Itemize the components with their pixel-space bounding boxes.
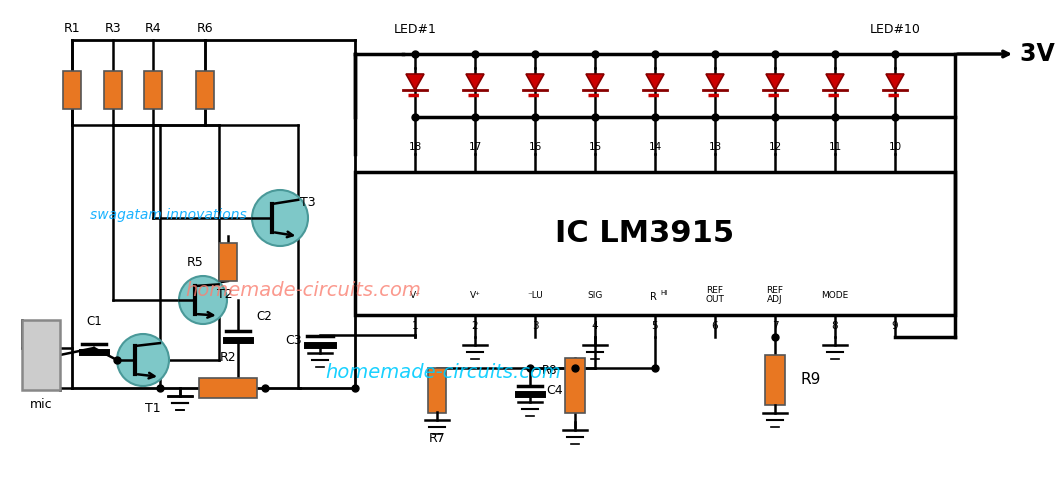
Text: 3: 3 (532, 321, 538, 331)
Text: 18: 18 (408, 142, 422, 152)
FancyBboxPatch shape (63, 71, 81, 109)
Text: 13: 13 (708, 142, 722, 152)
FancyBboxPatch shape (199, 378, 257, 398)
Text: LED#1: LED#1 (393, 23, 437, 36)
Polygon shape (826, 74, 844, 90)
Text: 17: 17 (469, 142, 481, 152)
Text: 16: 16 (528, 142, 542, 152)
Polygon shape (406, 74, 424, 90)
Text: 8: 8 (832, 321, 838, 331)
Text: C4: C4 (546, 383, 563, 397)
Circle shape (179, 276, 227, 324)
Text: R3: R3 (105, 22, 121, 35)
Text: R6: R6 (197, 22, 213, 35)
Text: LED#10: LED#10 (869, 23, 920, 36)
Text: 9: 9 (891, 321, 898, 331)
Text: 12: 12 (768, 142, 781, 152)
Text: C2: C2 (257, 310, 271, 324)
Polygon shape (766, 74, 784, 90)
Text: T1: T1 (145, 402, 161, 415)
FancyBboxPatch shape (428, 368, 446, 412)
Text: 11: 11 (828, 142, 842, 152)
Text: V⁺: V⁺ (470, 290, 480, 300)
Text: R2: R2 (219, 351, 236, 364)
Text: homemade-circuits.com: homemade-circuits.com (325, 364, 561, 382)
Text: R5: R5 (187, 255, 204, 269)
Text: 7: 7 (772, 321, 778, 331)
Text: IC LM3915: IC LM3915 (555, 219, 735, 248)
Text: 14: 14 (649, 142, 661, 152)
Polygon shape (526, 74, 544, 90)
Polygon shape (886, 74, 904, 90)
FancyBboxPatch shape (219, 243, 237, 281)
Text: SIG: SIG (587, 290, 603, 300)
Text: R7: R7 (428, 432, 445, 445)
Text: 5: 5 (652, 321, 658, 331)
Text: 1: 1 (411, 321, 419, 331)
Text: 3V to 5V: 3V to 5V (1020, 42, 1060, 66)
Text: mic: mic (30, 398, 52, 411)
Polygon shape (646, 74, 664, 90)
Text: 2: 2 (472, 321, 478, 331)
Circle shape (252, 190, 308, 246)
FancyBboxPatch shape (104, 71, 122, 109)
FancyBboxPatch shape (144, 71, 162, 109)
Polygon shape (706, 74, 724, 90)
Text: R: R (650, 292, 656, 302)
Text: homemade-circuits.com: homemade-circuits.com (186, 280, 421, 300)
Text: swagatam innovations: swagatam innovations (90, 208, 247, 222)
Text: R9: R9 (800, 372, 820, 388)
FancyBboxPatch shape (565, 358, 585, 412)
Text: HI: HI (660, 290, 667, 296)
Text: REF
OUT: REF OUT (706, 286, 724, 304)
FancyBboxPatch shape (196, 71, 214, 109)
Text: T2: T2 (217, 287, 232, 301)
Text: 10: 10 (888, 142, 902, 152)
Text: T3: T3 (300, 196, 316, 210)
FancyBboxPatch shape (765, 355, 785, 405)
Circle shape (117, 334, 169, 386)
Text: MODE: MODE (822, 290, 849, 300)
Text: C1: C1 (86, 315, 102, 328)
FancyBboxPatch shape (22, 320, 60, 390)
Text: 4: 4 (591, 321, 598, 331)
Text: R4: R4 (144, 22, 161, 35)
Text: V⁻: V⁻ (409, 290, 421, 300)
Polygon shape (586, 74, 604, 90)
Text: R8: R8 (542, 364, 556, 376)
Text: 6: 6 (711, 321, 719, 331)
FancyBboxPatch shape (355, 172, 955, 315)
Text: C3: C3 (285, 334, 302, 346)
Text: REF
ADJ: REF ADJ (766, 286, 783, 304)
Text: R1: R1 (64, 22, 81, 35)
Text: ⁻LU: ⁻LU (527, 290, 543, 300)
Text: 15: 15 (588, 142, 602, 152)
Polygon shape (466, 74, 484, 90)
